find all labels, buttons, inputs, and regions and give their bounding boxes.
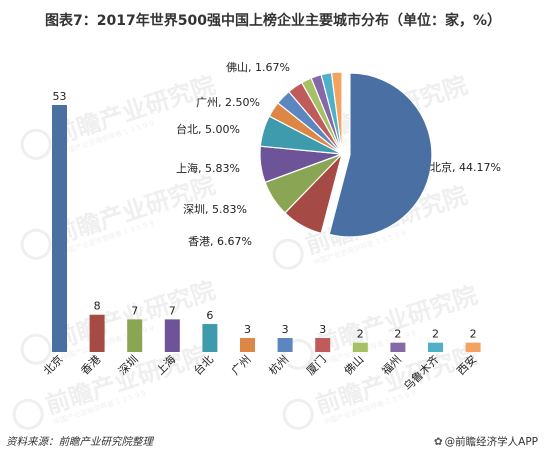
credit-text: @前瞻经济学人APP: [444, 436, 538, 448]
bar-value-label: 8: [94, 300, 101, 313]
bar-value-label: 3: [282, 323, 289, 336]
bar: [315, 338, 331, 352]
bar: [277, 338, 293, 352]
pie-slice-label: 北京, 44.17%: [430, 160, 501, 174]
credit-note: ✿ @前瞻经济学人APP: [434, 434, 538, 449]
paw-icon: ✿: [433, 436, 443, 448]
watermark-logo-icon: [282, 398, 314, 430]
bar: [240, 338, 255, 352]
watermark-logo-icon: [20, 128, 52, 160]
bar-value-label: 3: [244, 323, 251, 336]
bar-value-label: 7: [131, 304, 138, 317]
pie-slice: [330, 71, 343, 155]
watermark-text: 前瞻产业研究院: [50, 71, 218, 150]
pie-slice-label: 佛山, 1.67%: [226, 61, 290, 74]
watermark-logo-icon: [282, 338, 314, 370]
bar: [164, 319, 180, 352]
pie-slice-label: 台北, 5.00%: [176, 122, 240, 136]
pie-slice-label: 上海, 5.83%: [176, 161, 240, 175]
source-note: 资料来源：前瞻产业研究院整理: [6, 436, 153, 448]
bar-value-label: 53: [53, 90, 67, 103]
bar: [390, 342, 406, 352]
watermark-logo-icon: [20, 333, 52, 365]
bar: [52, 105, 67, 352]
bar-value-label: 2: [470, 328, 477, 341]
pie-slice-label: 香港, 6.67%: [188, 235, 252, 248]
bar: [89, 314, 105, 352]
bar-value-label: 7: [169, 304, 176, 317]
bar: [352, 342, 368, 352]
bar: [428, 342, 443, 352]
watermark-logo-icon: [12, 398, 44, 430]
bar: [465, 342, 481, 352]
bar-value-label: 6: [206, 309, 213, 322]
category-tick-label: 杭州: [266, 352, 291, 377]
watermark-logo-icon: [272, 238, 304, 270]
pie-chart: 北京, 44.17% 香港, 6.67% 深圳, 5.83% 上海, 5.83% 台北,…: [176, 61, 501, 248]
bar: [127, 319, 143, 352]
bar: [202, 324, 218, 352]
pie-slice-label: 广州, 2.50%: [196, 96, 260, 109]
bar-value-label: 2: [394, 328, 401, 341]
pie-slice-label: 深圳, 5.83%: [183, 203, 247, 216]
pie-slice: [328, 72, 433, 238]
category-tick-label: 广州: [229, 353, 254, 378]
bar-value-label: 2: [357, 328, 364, 341]
bar-value-label: 3: [319, 323, 326, 336]
watermark-logo-icon: [20, 228, 52, 260]
chart-title: 图表7：2017年世界500强中国上榜企业主要城市分布（单位：家，%）: [45, 13, 501, 29]
bar-value-label: 2: [432, 328, 439, 341]
